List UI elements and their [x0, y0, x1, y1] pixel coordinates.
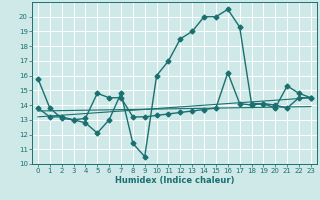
- X-axis label: Humidex (Indice chaleur): Humidex (Indice chaleur): [115, 176, 234, 185]
